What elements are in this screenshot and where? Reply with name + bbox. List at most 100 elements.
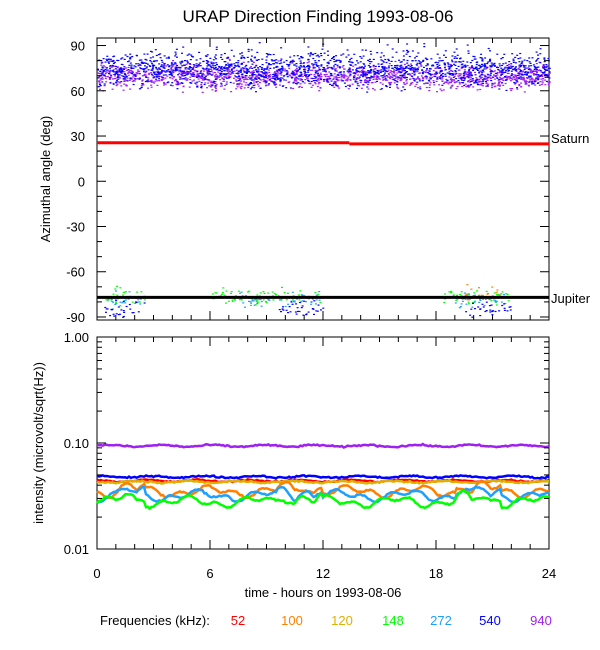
azimuth-point xyxy=(137,301,140,303)
azimuth-point xyxy=(265,84,268,86)
azimuth-point xyxy=(546,73,549,75)
azimuth-point xyxy=(210,80,213,82)
azimuth-point xyxy=(163,70,166,72)
azimuth-point xyxy=(525,67,528,69)
azimuth-point xyxy=(145,76,148,78)
azimuth-point xyxy=(217,76,220,78)
azimuth-point xyxy=(253,67,256,69)
azimuth-point xyxy=(300,73,303,75)
azimuth-point xyxy=(128,79,131,81)
azimuth-point xyxy=(355,70,358,72)
azimuth-point xyxy=(485,310,488,312)
azimuth-point xyxy=(427,79,430,82)
azimuth-point xyxy=(394,79,397,82)
azimuth-point xyxy=(312,66,315,68)
azimuth-point xyxy=(367,72,370,74)
azimuth-point xyxy=(334,70,337,72)
azimuth-point xyxy=(108,71,111,73)
azimuth-point xyxy=(293,80,296,82)
azimuth-point xyxy=(516,81,519,83)
azimuth-point xyxy=(295,70,298,72)
azimuth-point xyxy=(159,57,162,59)
azimuth-point xyxy=(112,293,115,295)
azimuth-point xyxy=(314,67,317,69)
azimuth-point xyxy=(301,300,304,302)
azimuth-point xyxy=(290,76,293,78)
azimuth-point xyxy=(252,71,255,73)
azimuth-point xyxy=(357,67,360,69)
azimuth-point xyxy=(208,73,211,75)
azimuth-point xyxy=(206,65,209,67)
azimuth-point xyxy=(442,82,445,85)
azimuth-point xyxy=(268,78,271,80)
azimuth-point xyxy=(399,75,402,77)
azimuth-point xyxy=(509,88,512,90)
azimuth-point xyxy=(105,308,108,310)
azimuth-point xyxy=(97,68,99,70)
azimuth-point xyxy=(302,62,305,65)
legend-item-540: 540 xyxy=(479,613,501,628)
azimuth-point xyxy=(175,48,178,50)
azimuth-point xyxy=(436,64,439,66)
azimuth-point xyxy=(391,67,394,69)
azimuth-point xyxy=(327,63,330,65)
azimuth-point xyxy=(475,63,478,66)
azimuth-point xyxy=(205,78,208,80)
azimuth-point xyxy=(406,49,408,51)
azimuth-point xyxy=(534,84,537,86)
azimuth-point xyxy=(264,77,267,79)
azimuth-point xyxy=(312,67,315,69)
azimuth-point xyxy=(481,85,484,87)
azimuth-point xyxy=(194,82,197,84)
azimuth-scatter xyxy=(97,42,551,318)
azimuth-point xyxy=(140,84,143,86)
azimuth-point xyxy=(514,74,516,76)
azimuth-point xyxy=(163,55,166,57)
azimuth-point xyxy=(248,71,251,73)
azimuth-point xyxy=(515,70,518,73)
azimuth-point xyxy=(462,72,465,75)
azimuth-point xyxy=(399,78,402,80)
azimuth-point xyxy=(340,78,343,80)
azimuth-point xyxy=(162,78,165,80)
azimuth-point xyxy=(230,292,232,294)
azimuth-point xyxy=(232,67,235,69)
azimuth-point xyxy=(508,63,510,66)
azimuth-point xyxy=(372,78,375,81)
azimuth-point xyxy=(163,63,166,66)
azimuth-point xyxy=(356,87,358,89)
azimuth-point xyxy=(239,82,242,84)
azimuth-point xyxy=(100,72,103,74)
azimuth-point xyxy=(121,69,124,72)
azimuth-point xyxy=(471,306,474,308)
azimuth-point xyxy=(167,56,170,58)
azimuth-point xyxy=(247,48,250,50)
azimuth-point xyxy=(148,80,151,82)
azimuth-point xyxy=(232,82,235,84)
azimuth-point xyxy=(383,66,386,68)
azimuth-point xyxy=(246,68,249,70)
azimuth-point xyxy=(461,85,464,88)
azimuth-point xyxy=(170,69,173,71)
azimuth-point xyxy=(440,69,443,72)
azimuth-point xyxy=(215,87,217,89)
azimuth-point xyxy=(274,72,277,74)
azimuth-point xyxy=(358,85,361,87)
azimuth-point xyxy=(398,71,401,73)
azimuth-point xyxy=(298,66,301,68)
azimuth-point xyxy=(193,69,196,71)
azimuth-point xyxy=(548,73,550,75)
x-tick-label: 18 xyxy=(429,566,443,581)
azimuth-point xyxy=(233,75,236,77)
azimuth-point xyxy=(358,71,361,73)
azimuth-point xyxy=(451,84,454,86)
azimuth-point xyxy=(278,77,280,79)
azimuth-point xyxy=(219,295,222,297)
azimuth-point xyxy=(172,69,174,71)
azimuth-point xyxy=(431,74,434,76)
azimuth-point xyxy=(449,69,452,71)
azimuth-point xyxy=(451,85,454,87)
azimuth-point xyxy=(162,67,165,69)
azimuth-point xyxy=(500,71,503,73)
azimuth-point xyxy=(311,69,314,71)
